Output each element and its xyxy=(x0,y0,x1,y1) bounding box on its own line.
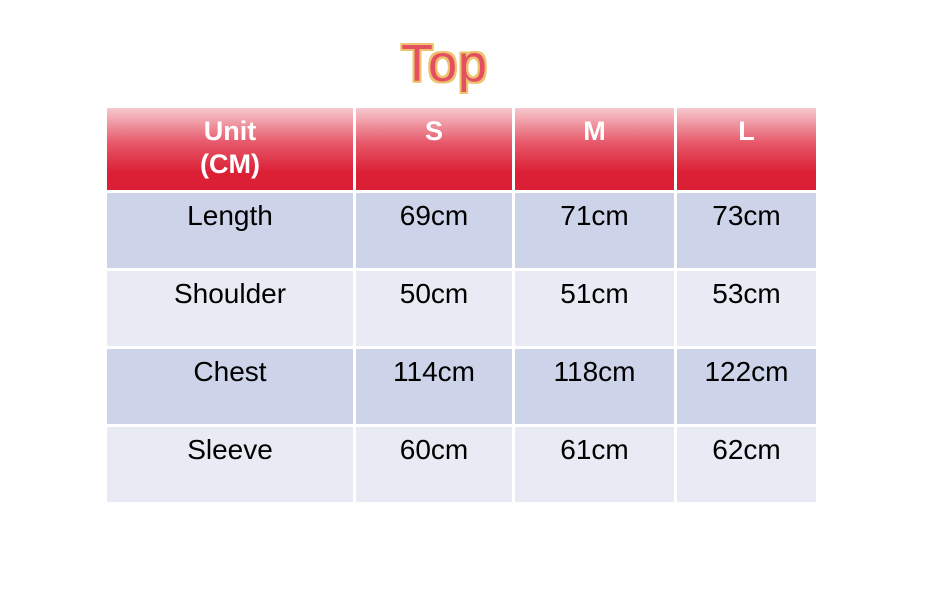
cell-sleeve-s: 60cm xyxy=(356,427,512,502)
row-label-sleeve: Sleeve xyxy=(107,427,353,502)
cell-length-l: 73cm xyxy=(677,193,816,268)
cell-shoulder-l: 53cm xyxy=(677,271,816,346)
size-chart-table: Unit (CM) S M L Length 69cm 71cm 73cm Sh… xyxy=(107,108,816,502)
cell-shoulder-s: 50cm xyxy=(356,271,512,346)
column-header-size-l: L xyxy=(677,108,816,190)
cell-chest-m: 118cm xyxy=(515,349,674,424)
cell-chest-s: 114cm xyxy=(356,349,512,424)
page-title: Top xyxy=(401,35,488,93)
cell-chest-l: 122cm xyxy=(677,349,816,424)
row-label-chest: Chest xyxy=(107,349,353,424)
cell-sleeve-l: 62cm xyxy=(677,427,816,502)
cell-sleeve-m: 61cm xyxy=(515,427,674,502)
cell-length-s: 69cm xyxy=(356,193,512,268)
column-header-size-s: S xyxy=(356,108,512,190)
row-label-length: Length xyxy=(107,193,353,268)
unit-header-line2: (CM) xyxy=(200,149,260,179)
column-header-unit: Unit (CM) xyxy=(107,108,353,190)
column-header-size-m: M xyxy=(515,108,674,190)
unit-header-line1: Unit xyxy=(203,116,257,146)
row-label-shoulder: Shoulder xyxy=(107,271,353,346)
cell-shoulder-m: 51cm xyxy=(515,271,674,346)
cell-length-m: 71cm xyxy=(515,193,674,268)
